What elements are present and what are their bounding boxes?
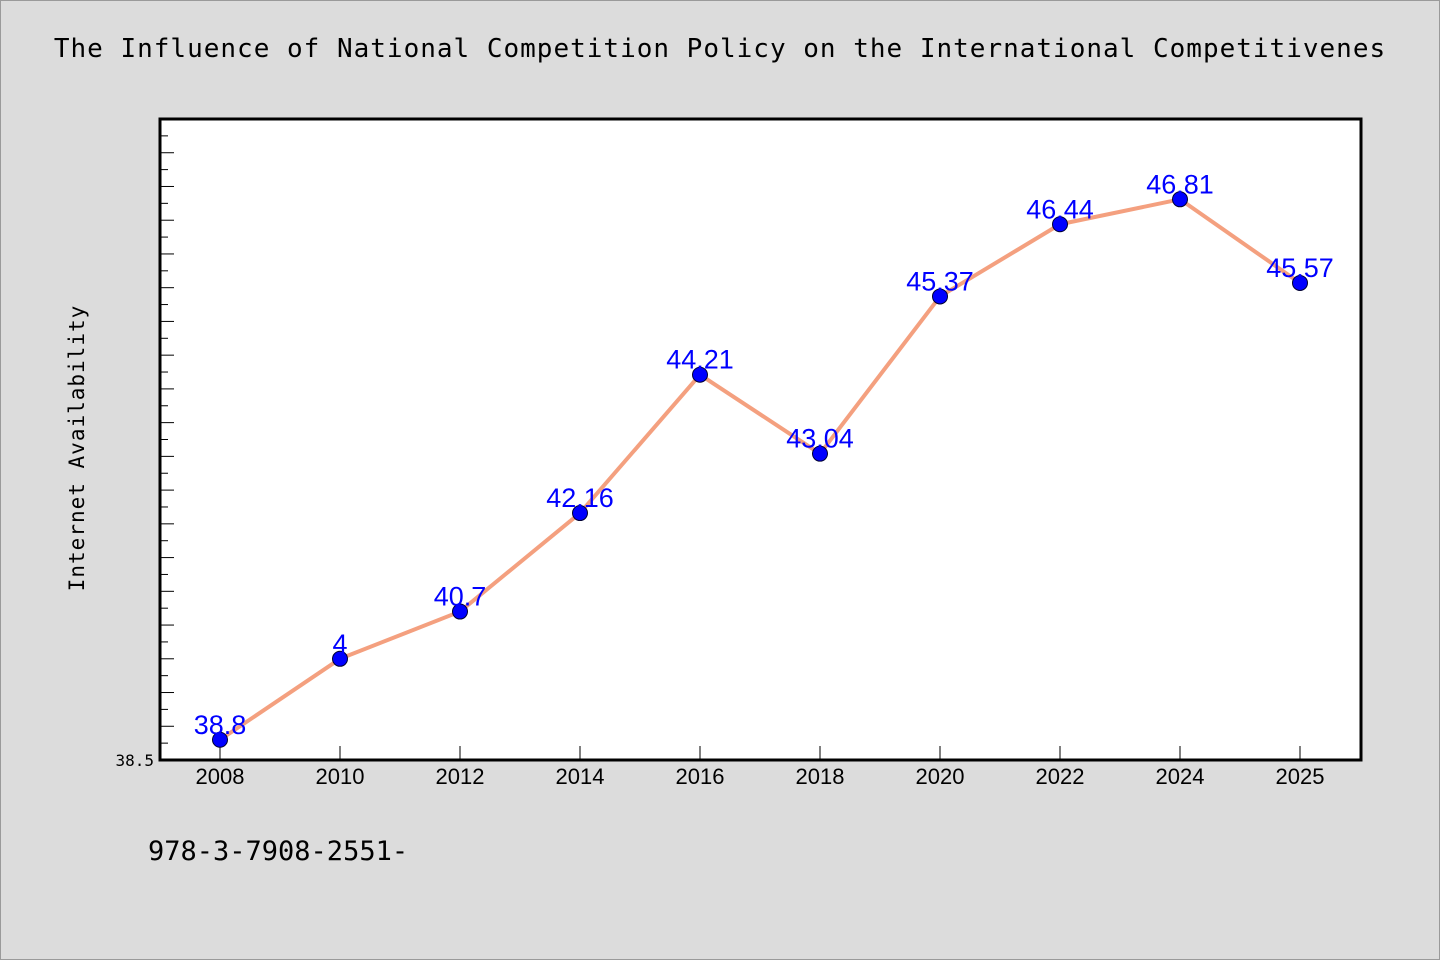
plot-area: [158, 117, 1363, 762]
data-point: [1052, 216, 1068, 233]
x-tick-label: 2016: [676, 764, 725, 789]
data-label: 43.04: [786, 424, 854, 454]
x-tick-label: 2024: [1156, 764, 1205, 789]
data-label: 44.21: [666, 345, 734, 375]
data-point: [332, 650, 348, 667]
x-tick-label: 2018: [796, 764, 845, 789]
x-tick-label: 2008: [196, 764, 245, 789]
data-point: [452, 603, 468, 620]
data-point: [1292, 274, 1308, 291]
y-axis-ticks: 38.5: [115, 118, 174, 770]
data-label: 42.16: [546, 483, 614, 513]
x-tick-label: 2025: [1276, 764, 1325, 789]
y-tick-label: 38.5: [115, 751, 154, 770]
x-tick-label: 2022: [1036, 764, 1085, 789]
data-point: [212, 731, 228, 748]
data-label: 45.37: [906, 266, 974, 296]
x-tick-label: 2012: [436, 764, 485, 789]
x-tick-label: 2020: [916, 764, 965, 789]
data-point: [812, 445, 828, 462]
x-axis: 2008 2010 2012 2014 2016 2018 2020 2022 2024 2025: [196, 746, 1325, 789]
series-layer: [212, 191, 1308, 748]
data-label: 40.7: [434, 582, 487, 612]
data-label: 38.8: [194, 710, 247, 740]
footer-text: 978-3-7908-2551-: [148, 836, 409, 867]
x-tick-label: 2010: [316, 764, 365, 789]
x-tick-label: 2014: [556, 764, 605, 789]
data-point: [572, 505, 588, 522]
chart-title: The Influence of National Competition Po…: [53, 34, 1387, 64]
data-point: [1172, 191, 1188, 208]
series-line: [218, 197, 1302, 742]
data-label: 46.44: [1026, 194, 1094, 224]
data-point: [932, 288, 948, 305]
data-label: 45.57: [1266, 253, 1334, 283]
data-label: 46.81: [1146, 169, 1214, 199]
data-label: 4: [332, 629, 347, 659]
data-point: [692, 366, 708, 383]
data-label-layer: 38.8 4 40.7 42.16 44.21 43.04 45.37 46.44 46.81 4…: [194, 169, 1334, 739]
